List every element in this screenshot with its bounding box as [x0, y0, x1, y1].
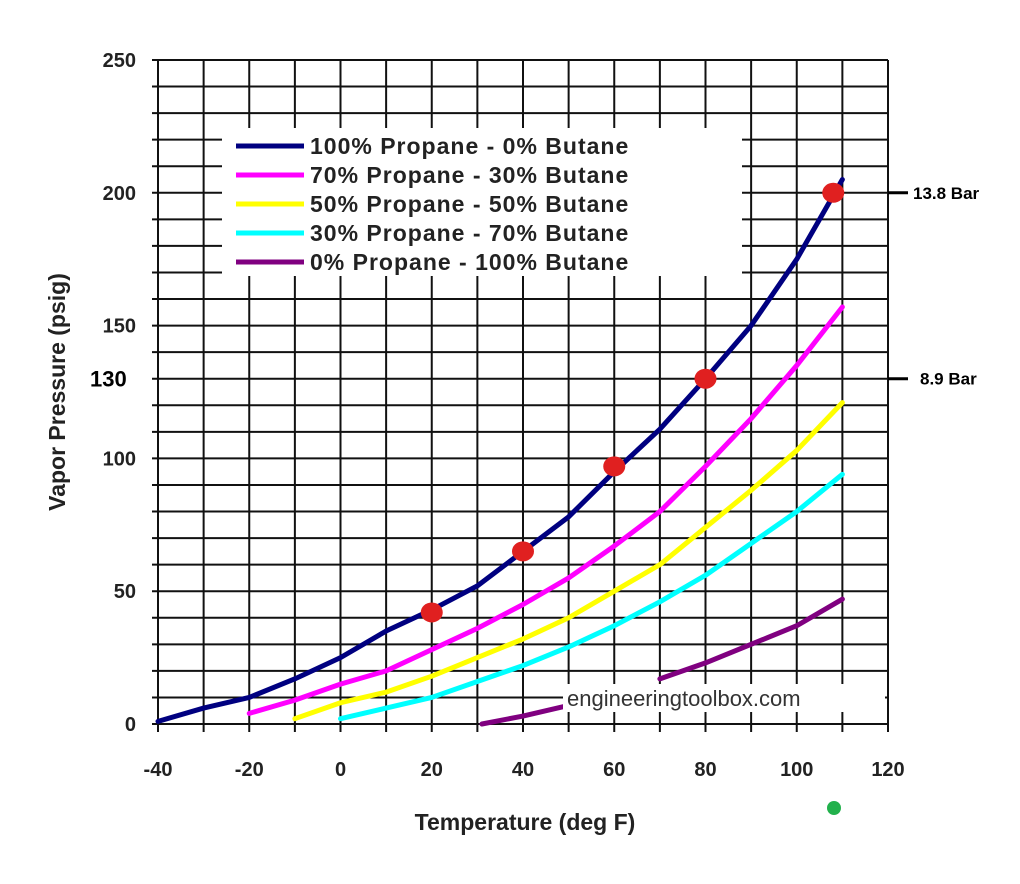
legend-box [222, 128, 742, 276]
annotations: 130 13.8 Bar 8.9 Bar [90, 184, 980, 392]
legend-label: 50% Propane - 50% Butane [310, 191, 629, 217]
x-tick-label: 40 [512, 759, 534, 781]
green-dot [827, 801, 841, 815]
legend-label: 70% Propane - 30% Butane [310, 162, 629, 188]
y-tick-label: 200 [103, 183, 136, 205]
x-tick-label: 80 [694, 759, 716, 781]
series-line [292, 400, 845, 722]
y-tick-label: 50 [114, 581, 136, 603]
x-tick-label: 100 [780, 759, 813, 781]
red-marker [420, 602, 443, 623]
series-line [338, 471, 845, 722]
annotation-bar: 13.8 Bar [913, 184, 980, 203]
legend-label: 0% Propane - 100% Butane [310, 249, 629, 275]
y-tick-label: 100 [103, 448, 136, 470]
tick-labels: -40 -20 0 20 40 60 80 100 120 0 50 100 150 200 250 [103, 50, 905, 781]
annotation-bar: 8.9 Bar [920, 370, 977, 389]
y-tick-label: 0 [125, 714, 136, 736]
annotation-130: 130 [90, 367, 127, 392]
x-axis-label: Temperature (deg F) [415, 809, 636, 835]
series-line [246, 304, 845, 716]
y-axis-label: Vapor Pressure (psig) [44, 273, 70, 511]
y-tick-label: 250 [103, 50, 136, 72]
x-tick-label: 0 [335, 759, 346, 781]
series-line [479, 596, 845, 727]
legend-label: 100% Propane - 0% Butane [310, 133, 629, 159]
x-tick-label: 20 [421, 759, 443, 781]
series-line [155, 177, 845, 724]
red-marker [822, 182, 845, 203]
series-lines [155, 177, 845, 727]
markers [420, 182, 845, 623]
x-tick-label: 120 [871, 759, 904, 781]
x-tick-label: -20 [235, 759, 264, 781]
watermark-bg [563, 684, 885, 712]
y-tick-label: 150 [103, 316, 136, 338]
x-tick-label: -40 [144, 759, 173, 781]
x-tick-label: 60 [603, 759, 625, 781]
watermark: engineeringtoolbox.com [567, 686, 801, 711]
red-marker [603, 456, 626, 477]
red-marker [694, 368, 717, 389]
legend: 100% Propane - 0% Butane 70% Propane - 30… [222, 128, 742, 276]
legend-label: 30% Propane - 70% Butane [310, 220, 629, 246]
red-marker [512, 541, 534, 562]
